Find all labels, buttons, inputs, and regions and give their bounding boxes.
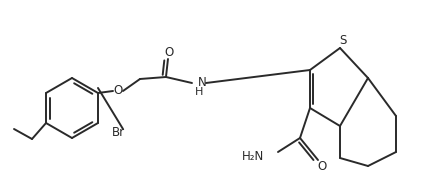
Text: O: O <box>164 46 174 59</box>
Text: N: N <box>198 75 207 88</box>
Text: S: S <box>339 35 347 48</box>
Text: O: O <box>113 85 123 98</box>
Text: H₂N: H₂N <box>242 150 264 163</box>
Text: Br: Br <box>112 125 125 138</box>
Text: H: H <box>195 87 203 97</box>
Text: O: O <box>318 161 327 174</box>
